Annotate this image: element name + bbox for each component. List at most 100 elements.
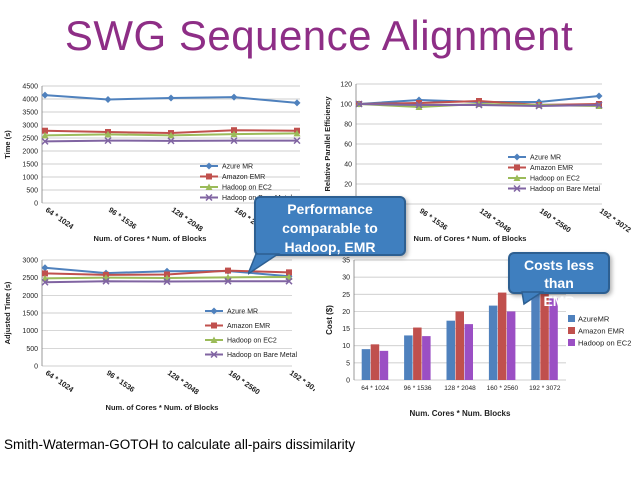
y-tick-label: 0 [34,364,38,371]
legend-label: Hadoop on Bare Metal [227,352,297,359]
cost-callout: Costs less than EMR [508,252,610,309]
legend-swatch [568,315,575,322]
x-tick-label: 160 * 2560 [227,368,262,396]
performance-callout-line-3: Hadoop, EMR [284,239,376,255]
data-point [230,130,238,138]
data-point [285,277,293,285]
x-tick-label: 128 * 2048 [170,205,205,233]
bar [531,290,540,380]
x-tick-label: 96 * 1536 [107,205,138,231]
legend-label: Hadoop on EC2 [222,185,272,192]
y-tick-label: 500 [26,346,38,353]
y-tick-label: 20 [344,182,352,189]
data-point [595,92,603,100]
y-axis-title: Time (s) [3,130,12,159]
y-tick-label: 30 [342,275,350,282]
data-point [286,269,292,276]
legend-marker [513,174,521,181]
y-tick-label: 5 [346,360,350,367]
x-tick-label: 128 * 2048 [444,385,476,392]
y-axis-title: Relative Parallel Efficiency [323,96,332,192]
y-tick-label: 4500 [22,84,38,91]
data-point [230,137,238,145]
legend-label: Azure MR [222,164,253,171]
performance-callout-line-1: Performance [287,201,373,217]
y-tick-label: 1500 [22,311,38,318]
data-point [415,103,423,110]
x-tick-label: 64 * 1024 [44,368,76,394]
y-axis-title: Cost ($) [325,305,334,335]
data-point [224,277,232,285]
x-axis-title: Num. Cores * Num. Blocks [410,409,511,418]
data-point [475,101,483,109]
bar [370,344,380,380]
x-tick-label: 96 * 1536 [404,385,432,392]
data-point [416,100,422,106]
data-point [42,127,48,134]
x-tick-label: 96 * 1536 [105,368,136,394]
y-tick-label: 35 [342,258,350,265]
bar [446,320,455,380]
legend-marker [206,173,212,180]
legend-marker [205,162,213,170]
legend-label: Amazon EMR [530,165,573,172]
y-tick-label: 2000 [22,149,38,156]
y-axis-title: Adjusted Time (s) [3,281,12,344]
legend-marker [514,164,520,171]
y-tick-label: 2500 [22,275,38,282]
data-point [230,93,238,101]
bar [464,324,473,380]
legend-marker [205,183,213,190]
x-axis-title: Num. of Cores * Num. of Blocks [94,234,207,243]
y-tick-label: 80 [344,122,352,129]
y-tick-label: 3000 [22,258,38,265]
x-axis-title: Num. of Cores * Num. of Blocks [414,234,527,243]
bar [540,277,549,380]
y-tick-label: 120 [340,82,352,89]
legend-label: AzureMR [578,315,610,324]
data-point [41,264,49,272]
y-tick-label: 20 [342,309,350,316]
x-axis-title: Num. of Cores * Num. of Blocks [106,403,219,412]
legend-label: Hadoop on Bare Metal [530,186,600,193]
legend-marker [211,322,217,329]
cost-chart-panel: 0 5 10 15 20 25 30 35 64 * 1024 96 * 1536 128 * 20… [318,250,638,422]
x-tick-label: 160 * 2560 [538,206,573,234]
performance-callout: Performance comparable to Hadoop, EMR [254,196,406,256]
y-tick-label: 4000 [22,97,38,104]
x-tick-label: 64 * 1024 [44,205,76,231]
performance-callout-line-2: comparable to [282,220,378,236]
slide-title: SWG Sequence Alignment [64,12,574,59]
data-point [41,91,49,99]
legend-label: Azure MR [530,155,561,162]
y-tick-label: 25 [342,292,350,299]
data-point [535,102,543,110]
y-tick-label: 100 [340,102,352,109]
y-tick-label: 15 [342,326,350,333]
legend-label: Amazon EMR [578,327,625,336]
adjusted-chart-panel: 0 500 1000 1500 2000 2500 3000 64 * 1024 96 * 15… [0,250,323,422]
y-tick-label: 1000 [22,175,38,182]
bar [422,336,431,380]
y-tick-label: 0 [346,378,350,385]
bar [379,350,389,380]
data-point [415,101,423,109]
data-point [293,137,301,145]
x-tick-label: 64 * 1024 [361,385,389,392]
data-point [41,131,49,139]
adjusted-time-chart: 0 500 1000 1500 2000 2500 3000 64 * 1024 96 * 15… [3,258,323,413]
y-tick-label: 2500 [22,136,38,143]
bar [413,327,422,380]
legend-marker [513,184,521,193]
bar [488,305,498,380]
x-tick-label: 128 * 2048 [166,368,201,396]
y-tick-label: 500 [26,188,38,195]
data-point [167,94,175,102]
y-tick-label: 60 [344,142,352,149]
legend-marker [210,336,218,343]
bar [404,335,413,380]
data-point [164,271,170,278]
y-tick-label: 2000 [22,293,38,300]
performance-callout-tail [248,253,281,275]
x-tick-label: 96 * 1536 [418,206,449,232]
